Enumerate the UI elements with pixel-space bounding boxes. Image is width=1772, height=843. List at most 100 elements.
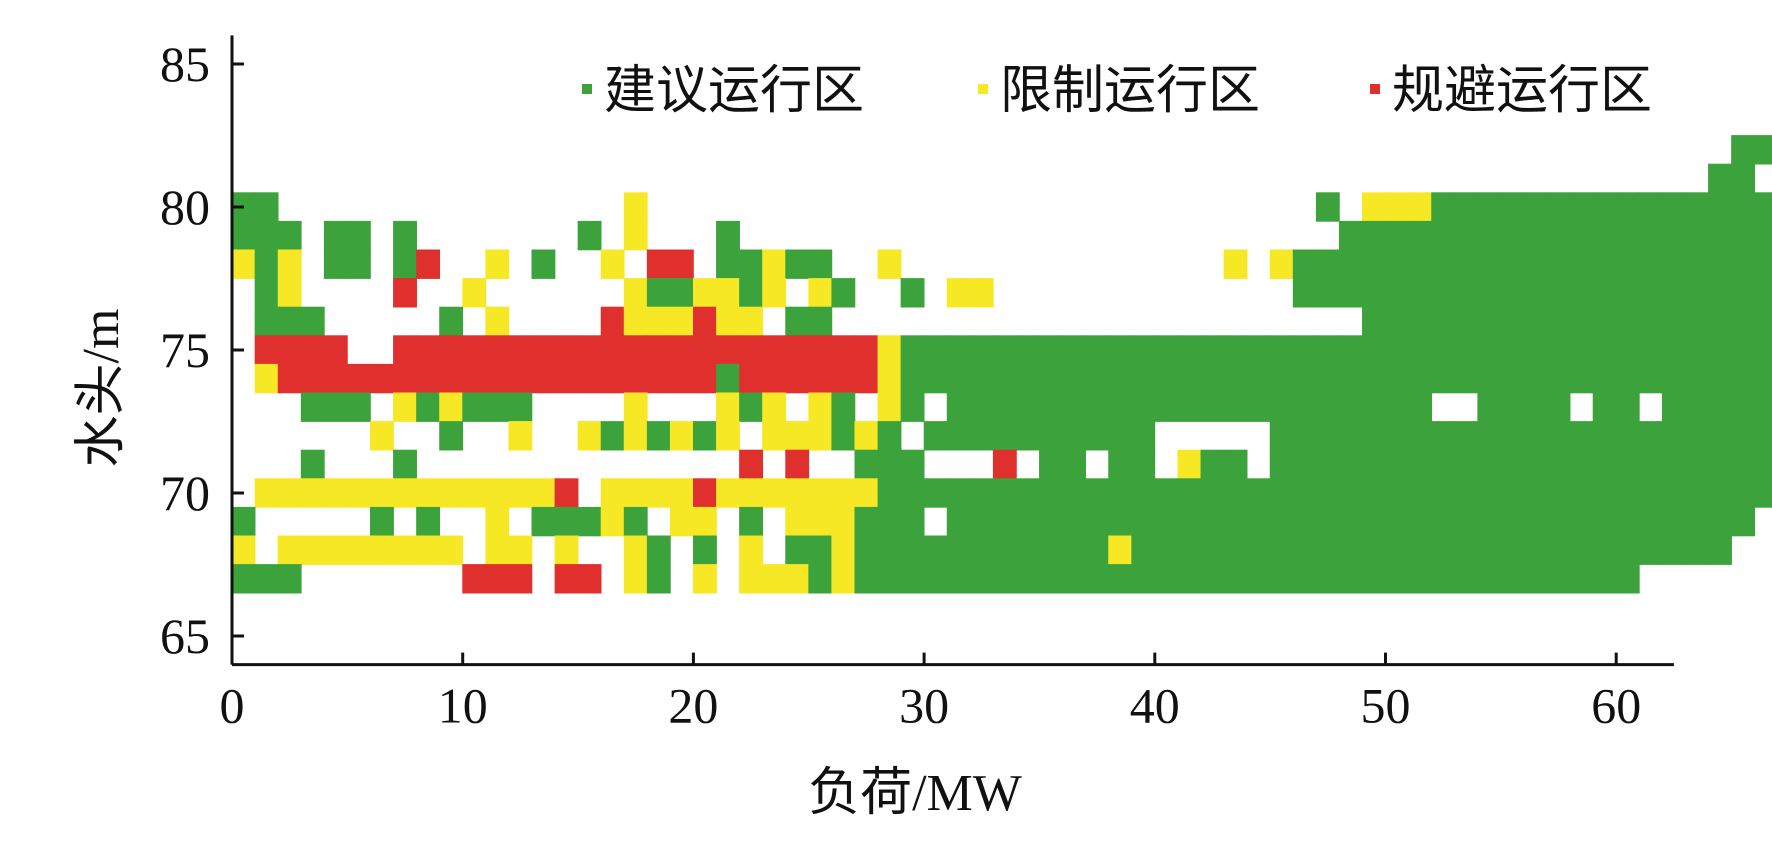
heatmap-cell xyxy=(693,535,717,565)
heatmap-cell xyxy=(1546,564,1571,594)
heatmap-cell xyxy=(1131,363,1156,394)
y-tick-label: 70 xyxy=(160,465,210,521)
heatmap-cell xyxy=(1408,220,1433,251)
heatmap-cell xyxy=(1039,335,1063,365)
heatmap-cell xyxy=(877,506,902,537)
heatmap-cell xyxy=(1615,249,1640,279)
heatmap-cell xyxy=(669,249,694,279)
heatmap-cell xyxy=(739,535,764,565)
heatmap-cell xyxy=(693,363,717,394)
heatmap-cell xyxy=(1338,363,1363,394)
heatmap-cell xyxy=(1731,392,1756,422)
heatmap-cell xyxy=(669,421,694,451)
heatmap-cell xyxy=(254,363,279,394)
heatmap-cell xyxy=(969,278,994,308)
heatmap-cell xyxy=(1454,249,1479,279)
heatmap-cell xyxy=(1661,449,1686,480)
heatmap-cell xyxy=(1177,564,1202,594)
axes: 0 10 20 30 40 50 60 65 70 75 80 85 xyxy=(160,35,1674,734)
heatmap-cell xyxy=(1108,535,1133,565)
heatmap-cell xyxy=(1454,363,1479,394)
heatmap-cell xyxy=(1315,363,1340,394)
heatmap-cell xyxy=(1685,220,1709,251)
heatmap-cell xyxy=(762,335,787,365)
y-tick-label: 80 xyxy=(160,179,210,235)
heatmap-cell xyxy=(762,421,787,451)
heatmap-cell xyxy=(1685,249,1709,279)
y-tick-label: 75 xyxy=(160,322,210,378)
heatmap-cell xyxy=(1546,506,1571,537)
heatmap-cell xyxy=(531,506,556,537)
heatmap-cell xyxy=(1500,392,1525,422)
heatmap-cell xyxy=(485,535,510,565)
heatmap-cell xyxy=(1408,335,1433,365)
heatmap-cell xyxy=(1039,421,1063,451)
heatmap-cell xyxy=(485,363,510,394)
heatmap-cell xyxy=(1546,220,1571,251)
heatmap-cell xyxy=(646,278,671,308)
heatmap-cell xyxy=(1685,535,1709,565)
heatmap-cell xyxy=(1615,478,1640,508)
heatmap-cell xyxy=(370,535,394,565)
heatmap-cell xyxy=(277,220,302,251)
heatmap-cell xyxy=(900,478,925,508)
heatmap-cell xyxy=(693,564,717,594)
heatmap-cell xyxy=(1661,506,1686,537)
heatmap-cell xyxy=(716,392,740,422)
heatmap-cell xyxy=(623,306,648,337)
heatmap-cell xyxy=(1731,478,1756,508)
heatmap-cell xyxy=(946,335,971,365)
heatmap-cell xyxy=(1546,478,1571,508)
heatmap-cell xyxy=(785,449,810,480)
heatmap-cell xyxy=(1615,564,1640,594)
heatmap-cell xyxy=(693,335,717,365)
heatmap-cell xyxy=(1362,335,1386,365)
heatmap-cell xyxy=(1754,135,1772,165)
heatmap-cell xyxy=(1362,363,1386,394)
heatmap-cell xyxy=(1592,392,1617,422)
heatmap-cell xyxy=(969,478,994,508)
heatmap-cell xyxy=(323,249,348,279)
legend: 建议运行区 限制运行区 规避运行区 xyxy=(582,63,1652,120)
heatmap-cell xyxy=(785,564,810,594)
heatmap-cell xyxy=(1431,278,1456,308)
heatmap-cell xyxy=(1408,249,1433,279)
heatmap-cell xyxy=(1177,449,1202,480)
heatmap-cell xyxy=(1108,421,1133,451)
heatmap-cell xyxy=(1200,564,1225,594)
heatmap-cell xyxy=(1085,363,1110,394)
heatmap-cell xyxy=(693,506,717,537)
heatmap-cell xyxy=(808,306,833,337)
heatmap-cell xyxy=(808,335,833,365)
heatmap-cell xyxy=(1269,506,1294,537)
heatmap-cell xyxy=(277,478,302,508)
heatmap-cell xyxy=(1615,421,1640,451)
heatmap-cell xyxy=(1661,192,1686,222)
heatmap-cell xyxy=(1223,449,1248,480)
heatmap-cell xyxy=(300,306,325,337)
heatmap-cell xyxy=(1454,449,1479,480)
heatmap-cell xyxy=(785,506,810,537)
heatmap-cell xyxy=(1177,506,1202,537)
heatmap-cell xyxy=(1362,478,1386,508)
heatmap-cell xyxy=(1062,506,1086,537)
heatmap-cell xyxy=(1431,249,1456,279)
heatmap-cell xyxy=(1154,392,1179,422)
heatmap-cell xyxy=(1638,478,1663,508)
heatmap-cell xyxy=(992,363,1017,394)
heatmap-cell xyxy=(1592,564,1617,594)
heatmap-cell xyxy=(393,278,417,308)
heatmap-cell xyxy=(1638,335,1663,365)
heatmap-cell xyxy=(1200,506,1225,537)
heatmap-cell xyxy=(946,478,971,508)
heatmap-cell xyxy=(1408,192,1433,222)
heatmap-cell xyxy=(1569,363,1594,394)
heatmap-cell xyxy=(1315,478,1340,508)
heatmap-cell xyxy=(1685,192,1709,222)
heatmap-cell xyxy=(600,249,625,279)
heatmap-cell xyxy=(370,478,394,508)
heatmap-cell xyxy=(900,392,925,422)
heatmap-cell xyxy=(439,335,464,365)
heatmap-cell xyxy=(762,278,787,308)
heatmap-cell xyxy=(1500,564,1525,594)
